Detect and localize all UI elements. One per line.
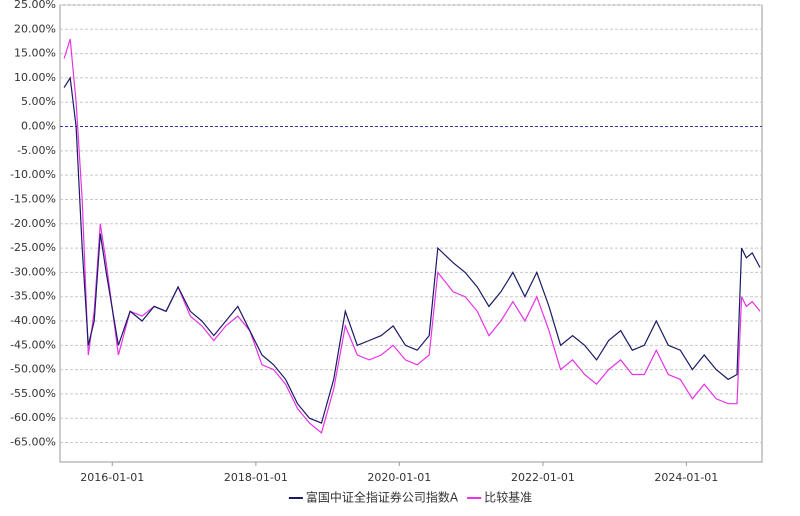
y-tick-label: -60.00% xyxy=(10,411,56,424)
y-tick-label: -45.00% xyxy=(10,338,56,351)
y-tick-label: -65.00% xyxy=(10,436,56,449)
y-tick-label: -25.00% xyxy=(10,241,56,254)
y-tick-label: -55.00% xyxy=(10,387,56,400)
x-tick-label: 2022-01-01 xyxy=(511,471,575,484)
y-tick-label: 5.00% xyxy=(21,95,56,108)
y-tick-label: -40.00% xyxy=(10,314,56,327)
x-tick-label: 2024-01-01 xyxy=(654,471,718,484)
y-tick-label: 15.00% xyxy=(14,47,56,60)
legend-label: 比较基准 xyxy=(484,490,532,505)
y-tick-label: 25.00% xyxy=(14,0,56,11)
y-tick-label: 0.00% xyxy=(21,120,56,133)
y-tick-label: -5.00% xyxy=(17,144,56,157)
y-tick-label: 20.00% xyxy=(14,22,56,35)
y-tick-label: -50.00% xyxy=(10,363,56,376)
legend-label: 富国中证全指证券公司指数A xyxy=(306,490,459,505)
y-tick-label: -15.00% xyxy=(10,192,56,205)
y-tick-label: -35.00% xyxy=(10,290,56,303)
y-tick-label: -30.00% xyxy=(10,265,56,278)
x-tick-label: 2020-01-01 xyxy=(367,471,431,484)
y-tick-label: 10.00% xyxy=(14,71,56,84)
x-tick-label: 2016-01-01 xyxy=(80,471,144,484)
y-tick-label: -10.00% xyxy=(10,168,56,181)
series-line xyxy=(63,38,761,434)
series-line xyxy=(63,76,761,424)
y-tick-label: -20.00% xyxy=(10,217,56,230)
x-tick-label: 2018-01-01 xyxy=(224,471,288,484)
